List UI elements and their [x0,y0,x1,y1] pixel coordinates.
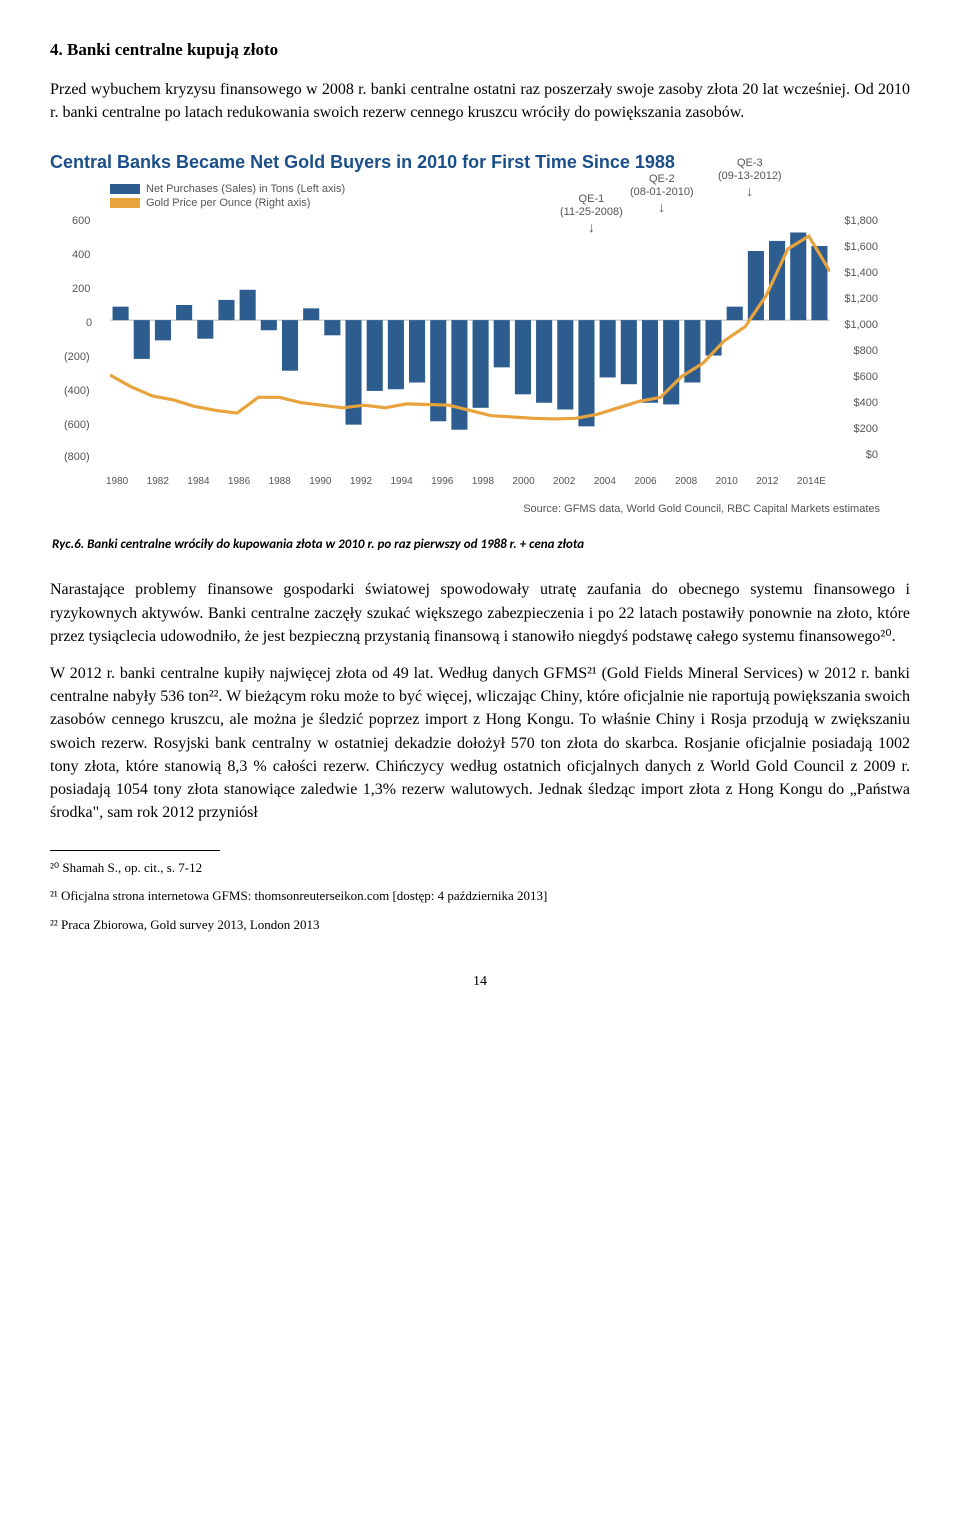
annotation-qe1-label: QE-1 [579,193,605,205]
legend-swatch-bars [110,184,140,194]
x-tick: 1986 [228,476,250,487]
annotation-qe1-date: (11-25-2008) [560,206,623,218]
y-left-tick: 600 [72,215,90,227]
y-right-tick: $0 [866,449,878,461]
x-tick: 2000 [512,476,534,487]
legend-label-bars: Net Purchases (Sales) in Tons (Left axis… [146,183,345,195]
y-right-tick: $1,600 [844,241,878,253]
x-tick: 2008 [675,476,697,487]
y-right-tick: $200 [854,423,878,435]
plot-area [110,219,830,455]
legend-row-2: Gold Price per Ounce (Right axis) [110,197,345,209]
x-tick: 1992 [350,476,372,487]
figure-caption: Ryc.6. Banki centralne wróciły do kupowa… [52,537,910,552]
legend-swatch-line [110,198,140,208]
section-heading: 4. Banki centralne kupują złoto [50,40,910,60]
y-left-tick: (800) [64,451,90,463]
footnote-21: ²¹ Oficjalna strona internetowa GFMS: th… [50,887,910,905]
annotation-qe2-date: (08-01-2010) [630,186,694,198]
footnote-22: ²² Praca Zbiorowa, Gold survey 2013, Lon… [50,916,910,934]
x-tick: 1982 [147,476,169,487]
legend-label-line: Gold Price per Ounce (Right axis) [146,197,310,209]
y-right-tick: $1,000 [844,319,878,331]
x-tick: 2010 [716,476,738,487]
annotation-qe3-date: (09-13-2012) [718,170,782,182]
y-left-tick: 0 [86,317,92,329]
body-paragraph-1: Przed wybuchem kryzysu finansowego w 200… [50,78,910,124]
x-tick: 2006 [634,476,656,487]
body-paragraph-3: W 2012 r. banki centralne kupiły najwięc… [50,662,910,824]
annotation-qe2-label: QE-2 [649,173,675,185]
y-left-tick: (600) [64,419,90,431]
footnote-separator [50,850,220,851]
y-right-tick: $400 [854,397,878,409]
chart-box: Net Purchases (Sales) in Tons (Left axis… [50,179,890,499]
y-right-tick: $600 [854,371,878,383]
y-left-tick: 400 [72,249,90,261]
x-tick: 2002 [553,476,575,487]
chart-legend: Net Purchases (Sales) in Tons (Left axis… [110,183,345,211]
x-tick: 1996 [431,476,453,487]
arrow-down-icon: ↓ [658,199,665,215]
x-tick: 1984 [187,476,209,487]
annotation-qe2: QE-2 (08-01-2010) ↓ [630,173,694,215]
annotation-qe3-label: QE-3 [737,157,763,169]
x-tick: 1994 [390,476,412,487]
x-tick: 1988 [269,476,291,487]
y-right-tick: $1,800 [844,215,878,227]
y-right-tick: $1,200 [844,293,878,305]
x-tick: 1980 [106,476,128,487]
chart-container: Central Banks Became Net Gold Buyers in … [50,152,910,515]
y-right-tick: $1,400 [844,267,878,279]
x-tick: 2004 [594,476,616,487]
annotation-qe3: QE-3 (09-13-2012) ↓ [718,157,782,199]
x-tick: 1990 [309,476,331,487]
y-left-tick: (400) [64,385,90,397]
y-right-tick: $800 [854,345,878,357]
arrow-down-icon: ↓ [746,183,753,199]
body-paragraph-2: Narastające problemy finansowe gospodark… [50,578,910,648]
x-tick: 1998 [472,476,494,487]
chart-source: Source: GFMS data, World Gold Council, R… [50,503,910,515]
x-tick: 2012 [756,476,778,487]
footnote-20: ²⁰ Shamah S., op. cit., s. 7-12 [50,859,910,877]
x-tick: 2014E [797,476,826,487]
x-axis-labels: 1980198219841986198819901992199419961998… [110,476,830,487]
y-left-tick: 200 [72,283,90,295]
page-number: 14 [50,974,910,990]
y-left-tick: (200) [64,351,90,363]
legend-row-1: Net Purchases (Sales) in Tons (Left axis… [110,183,345,195]
chart-svg [110,219,830,455]
